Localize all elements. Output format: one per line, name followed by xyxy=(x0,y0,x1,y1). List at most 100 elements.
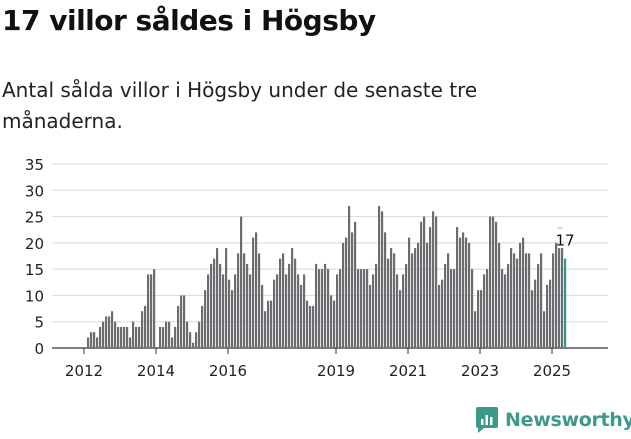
bar xyxy=(390,248,393,348)
bar xyxy=(432,211,435,348)
x-tick-label: 2016 xyxy=(209,362,247,380)
bar xyxy=(231,290,234,348)
bar xyxy=(333,300,336,348)
bar xyxy=(426,242,429,348)
bar xyxy=(492,216,495,348)
bar xyxy=(102,321,105,348)
bar xyxy=(411,253,414,348)
bar xyxy=(114,321,117,348)
bar xyxy=(204,290,207,348)
bar xyxy=(534,279,537,348)
chart-title: 17 villor såldes i Högsby xyxy=(2,4,376,37)
bar xyxy=(387,258,390,348)
bar xyxy=(294,258,297,348)
bar xyxy=(261,284,264,348)
x-tick-label: 2021 xyxy=(389,362,427,380)
bar xyxy=(480,290,483,348)
bar xyxy=(252,237,255,348)
bar xyxy=(525,253,528,348)
bar xyxy=(558,248,561,348)
bar xyxy=(162,326,165,348)
bar xyxy=(546,284,549,348)
bar xyxy=(504,274,507,348)
bar xyxy=(291,248,294,348)
bar xyxy=(477,290,480,348)
bar xyxy=(342,242,345,348)
bar xyxy=(405,263,408,348)
bar xyxy=(228,279,231,348)
bar xyxy=(210,263,213,348)
bar xyxy=(150,274,153,348)
bar xyxy=(450,269,453,348)
bar xyxy=(408,237,411,348)
y-tick-label: 0 xyxy=(34,340,44,358)
bar xyxy=(285,274,288,348)
y-tick-label: 15 xyxy=(25,261,44,279)
bar xyxy=(99,326,102,348)
newsworthy-logo-icon xyxy=(476,407,498,433)
bar xyxy=(519,242,522,348)
bar xyxy=(414,248,417,348)
bar xyxy=(540,253,543,348)
bar xyxy=(282,253,285,348)
bar xyxy=(105,316,108,348)
x-tick-label: 2023 xyxy=(461,362,499,380)
x-tick-label: 2014 xyxy=(137,362,175,380)
bar xyxy=(339,269,342,348)
bar xyxy=(93,332,96,348)
bar xyxy=(465,237,468,348)
bar xyxy=(225,248,228,348)
brand: Newsworthy xyxy=(475,406,631,434)
bar xyxy=(276,274,279,348)
bar xyxy=(486,269,489,348)
bar xyxy=(108,316,111,348)
bar xyxy=(126,326,129,348)
bar xyxy=(528,253,531,348)
bar xyxy=(444,263,447,348)
last-value-dots: ¨ xyxy=(557,226,563,239)
bar xyxy=(168,321,171,348)
bar xyxy=(279,258,282,348)
bar xyxy=(366,269,369,348)
bar xyxy=(429,227,432,348)
bar xyxy=(522,237,525,348)
bar xyxy=(441,279,444,348)
bar xyxy=(363,269,366,348)
bar xyxy=(459,237,462,348)
bar xyxy=(345,237,348,348)
bar xyxy=(369,284,372,348)
bar-latest xyxy=(564,258,567,348)
bar xyxy=(135,326,138,348)
bar xyxy=(447,253,450,348)
bar xyxy=(177,305,180,348)
bar xyxy=(270,300,273,348)
bar xyxy=(207,274,210,348)
bar xyxy=(483,274,486,348)
bar xyxy=(501,269,504,348)
x-tick-label: 2012 xyxy=(65,362,103,380)
bar xyxy=(474,311,477,348)
bar xyxy=(375,263,378,348)
brand-name: Newsworthy xyxy=(505,409,631,431)
bar xyxy=(462,232,465,348)
bar xyxy=(393,253,396,348)
bar xyxy=(495,221,498,348)
y-tick-label: 5 xyxy=(34,314,44,332)
bar xyxy=(420,221,423,348)
bar xyxy=(513,253,516,348)
bar xyxy=(267,300,270,348)
x-tick-label: 2025 xyxy=(533,362,571,380)
bar xyxy=(144,305,147,348)
bar xyxy=(324,263,327,348)
bar xyxy=(315,263,318,348)
bar xyxy=(357,269,360,348)
bar xyxy=(507,263,510,348)
y-tick-label: 25 xyxy=(25,209,44,227)
bar xyxy=(306,300,309,348)
bar xyxy=(516,258,519,348)
bar xyxy=(384,232,387,348)
bar xyxy=(237,253,240,348)
chart-subtitle: Antal sålda villor i Högsby under de sen… xyxy=(2,78,478,133)
y-tick-label: 10 xyxy=(25,287,44,305)
